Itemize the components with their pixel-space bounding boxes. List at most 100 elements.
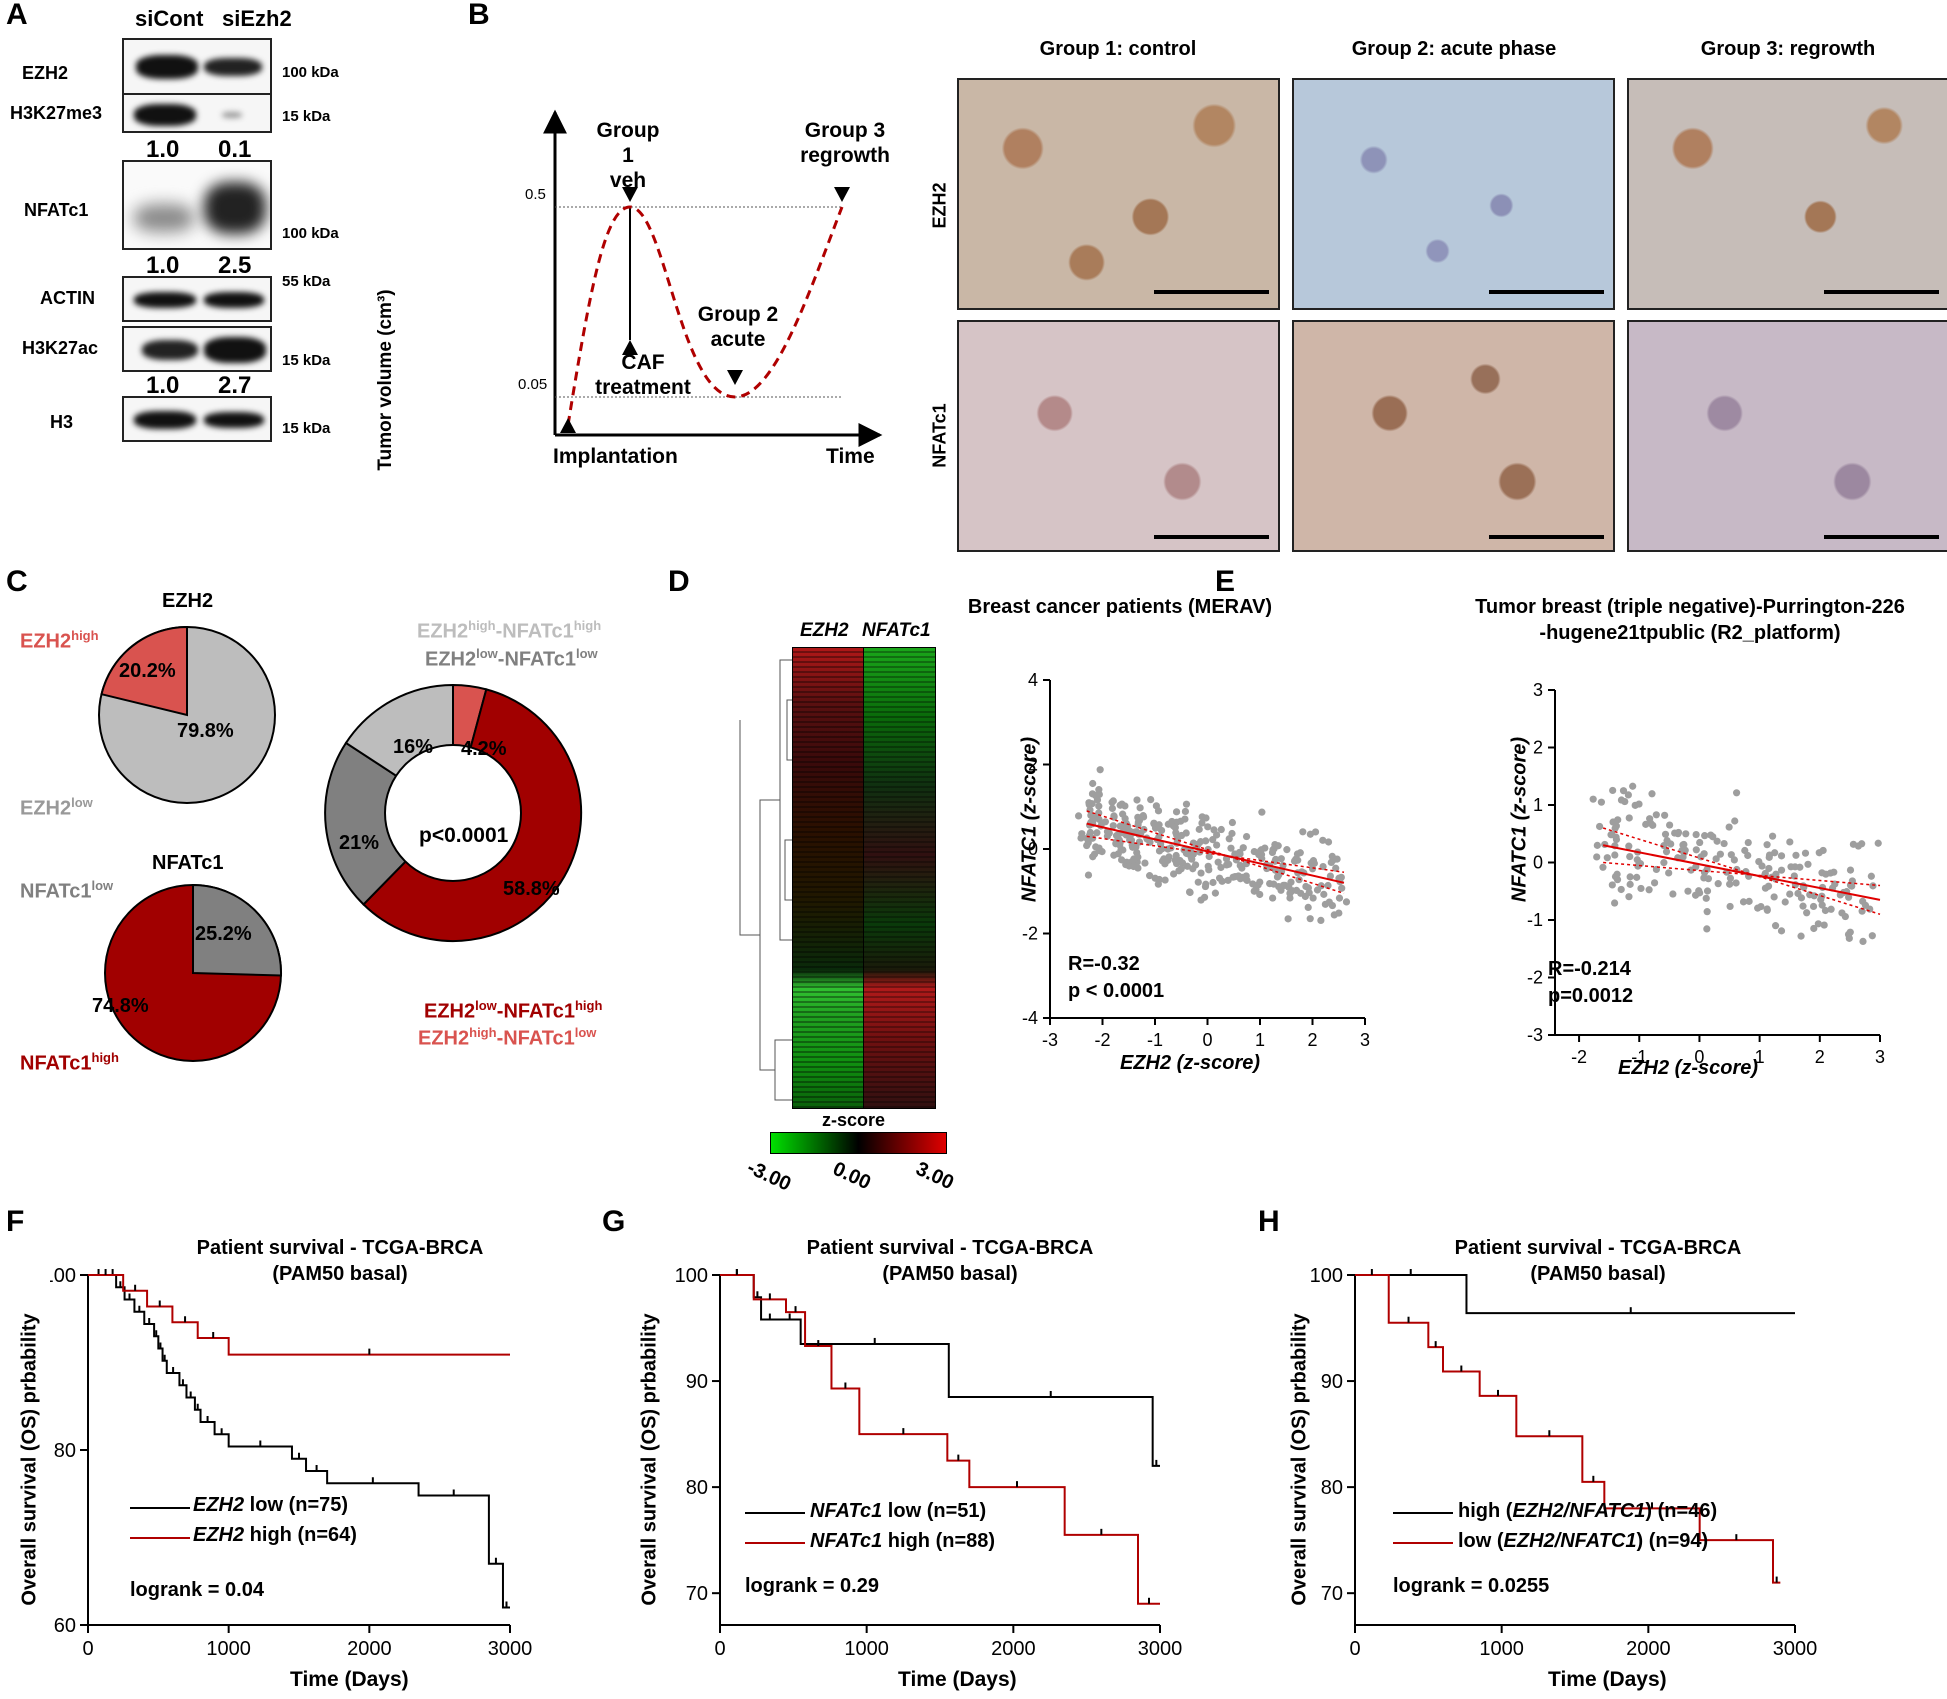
kda-h3: 15 kDa [282, 420, 331, 437]
ci-upper [1602, 827, 1881, 915]
data-point [1596, 822, 1604, 831]
y-tick-label: 80 [1321, 1477, 1343, 1499]
data-point [1838, 909, 1846, 917]
data-point [1637, 884, 1645, 893]
data-point [1701, 832, 1709, 840]
quant-h3k27ac-sicont: 1.0 [146, 372, 180, 399]
data-point [1846, 928, 1854, 936]
data-point [1621, 797, 1629, 806]
data-point [1236, 861, 1244, 870]
x-tick-label: -1 [1147, 1030, 1163, 1050]
data-point [1626, 873, 1634, 881]
data-point [1692, 863, 1700, 871]
data-point [1700, 874, 1708, 882]
ihc-image-ezh2-regrowth [1627, 78, 1947, 310]
heatmap-col-ezh2: EZH2 [800, 620, 849, 641]
scatter-e: -2 -1 0 1 2 3 3 2 1 0 -1 -2 -3 [1527, 680, 1885, 1067]
km-h: 0 1000 2000 3000 70 80 90 100 [1310, 1265, 1818, 1660]
data-point [1136, 804, 1144, 812]
blot-label-h3k27ac: H3K27ac [22, 338, 99, 358]
data-point [1304, 903, 1312, 911]
data-point [1211, 889, 1219, 897]
data-point [1204, 862, 1212, 870]
data-point [1854, 842, 1862, 850]
panel-label-b: B [468, 0, 490, 31]
tumor-growth-schematic [543, 109, 883, 447]
data-point [1814, 920, 1822, 928]
data-point [1126, 836, 1134, 844]
heatmap-dendrogram [739, 659, 795, 1101]
donut-pct-hl: 4.2% [461, 738, 507, 760]
blot-label-h3: H3 [50, 412, 74, 432]
implantation-arrow-icon [560, 418, 576, 433]
data-point [1277, 855, 1285, 863]
quant-h3k27ac-siezh2: 2.7 [218, 372, 252, 399]
data-point [1720, 839, 1728, 848]
pie-ezh2-high-label: EZH2high [20, 628, 99, 653]
schematic-ytick-low: 0.05 [518, 376, 548, 393]
data-point [1786, 890, 1794, 898]
data-point [1757, 902, 1765, 911]
data-point [1692, 830, 1700, 839]
data-point [1328, 852, 1336, 861]
km-f: 0 1000 2000 3000 60 80 100 [50, 1265, 533, 1660]
data-point [1198, 819, 1206, 827]
data-point [1254, 881, 1262, 889]
data-point [1154, 807, 1163, 815]
y-tick-label: -2 [1527, 968, 1543, 988]
data-point [1217, 825, 1225, 834]
data-point [1319, 836, 1327, 844]
data-point [1662, 848, 1671, 856]
zscore-tick-min: -3.00 [743, 1156, 795, 1196]
data-point [1696, 889, 1704, 897]
schematic-group1: Group 1 veh [596, 119, 660, 192]
pie-nfat-low-slice [192, 883, 283, 977]
quant-nfatc1-sicont: 1.0 [146, 252, 180, 279]
blot-ezh2 [122, 38, 272, 96]
blot-h3k27me3 [122, 93, 272, 133]
panel-label-f: F [6, 1205, 25, 1238]
data-point [1781, 898, 1789, 906]
y-tick-label: 100 [1310, 1265, 1343, 1287]
panel-label-c: C [6, 565, 28, 598]
data-point [1625, 893, 1633, 901]
data-point [1308, 865, 1317, 873]
scatter-d-r: R=-0.32 [1068, 953, 1140, 975]
x-tick-label: 3000 [1138, 1638, 1183, 1660]
data-point [1157, 826, 1166, 835]
km-g-logrank: logrank = 0.29 [745, 1575, 879, 1597]
data-point [1617, 885, 1625, 894]
data-point [1645, 886, 1653, 894]
data-point [1313, 886, 1322, 894]
schematic-group2: Group 2 acute [697, 303, 779, 351]
data-point [1761, 869, 1769, 878]
km-f-legend-swatch-high [130, 1537, 190, 1539]
data-point [1700, 869, 1709, 877]
km-g-ylabel: Overall survival (OS) prbability [638, 1313, 661, 1606]
ihc-row-label-nfatc1: NFATc1 [929, 403, 950, 468]
data-point [1095, 802, 1103, 810]
km-g-legend-low: NFATc1 low (n=51) [810, 1500, 987, 1522]
y-tick-label: 80 [686, 1477, 708, 1499]
data-point [1284, 915, 1292, 923]
x-tick-label: 3000 [488, 1638, 533, 1660]
data-point [1669, 890, 1677, 898]
data-point [1611, 824, 1619, 832]
y-tick-label: 4 [1028, 670, 1038, 690]
x-tick-label: 3000 [1773, 1638, 1818, 1660]
data-point [1225, 860, 1233, 868]
data-point [1712, 855, 1720, 863]
data-point [1091, 791, 1100, 799]
data-point [1256, 890, 1264, 899]
data-point [1661, 830, 1670, 838]
data-point [1090, 850, 1099, 858]
km-g-xlabel: Time (Days) [898, 1668, 1017, 1691]
panel-d-title: Breast cancer patients (MERAV) [967, 596, 1273, 618]
data-point [1191, 861, 1200, 869]
data-point [1154, 880, 1162, 888]
data-point [1133, 796, 1141, 804]
data-point [1663, 836, 1671, 845]
km-f-ylabel: Overall survival (OS) prbability [18, 1313, 41, 1606]
data-point [1122, 823, 1130, 831]
km-curve-1 [720, 1274, 1160, 1605]
